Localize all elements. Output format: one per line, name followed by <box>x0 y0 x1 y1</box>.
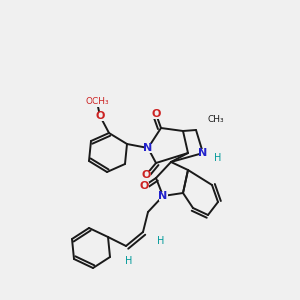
Text: O: O <box>141 170 151 180</box>
Text: N: N <box>143 143 153 153</box>
Text: H: H <box>125 256 133 266</box>
Bar <box>158 191 167 200</box>
Bar <box>143 143 152 152</box>
Bar <box>210 154 218 162</box>
Text: CH₃: CH₃ <box>207 116 224 124</box>
Bar <box>142 170 151 179</box>
Text: N: N <box>158 191 168 201</box>
Text: H: H <box>157 236 164 246</box>
Text: N: N <box>198 148 208 158</box>
Text: O: O <box>139 181 149 191</box>
Text: O: O <box>95 111 105 121</box>
Bar <box>88 98 106 106</box>
Bar <box>199 148 208 158</box>
Bar <box>154 238 160 244</box>
Bar <box>152 110 160 118</box>
Bar <box>140 182 148 190</box>
Text: H: H <box>214 153 221 163</box>
Bar <box>198 116 216 124</box>
Text: O: O <box>151 109 161 119</box>
Text: OCH₃: OCH₃ <box>85 98 109 106</box>
Bar <box>95 112 104 121</box>
Bar <box>125 257 133 265</box>
